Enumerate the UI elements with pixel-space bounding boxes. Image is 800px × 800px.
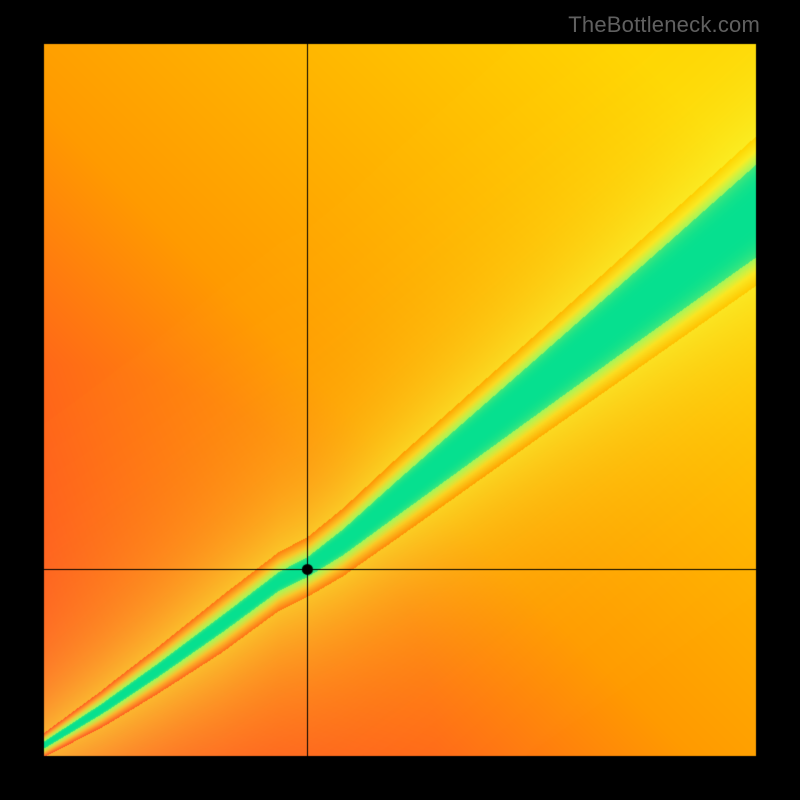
root-container: TheBottleneck.com	[0, 0, 800, 800]
bottleneck-heatmap	[0, 0, 800, 800]
watermark-text: TheBottleneck.com	[568, 12, 760, 38]
